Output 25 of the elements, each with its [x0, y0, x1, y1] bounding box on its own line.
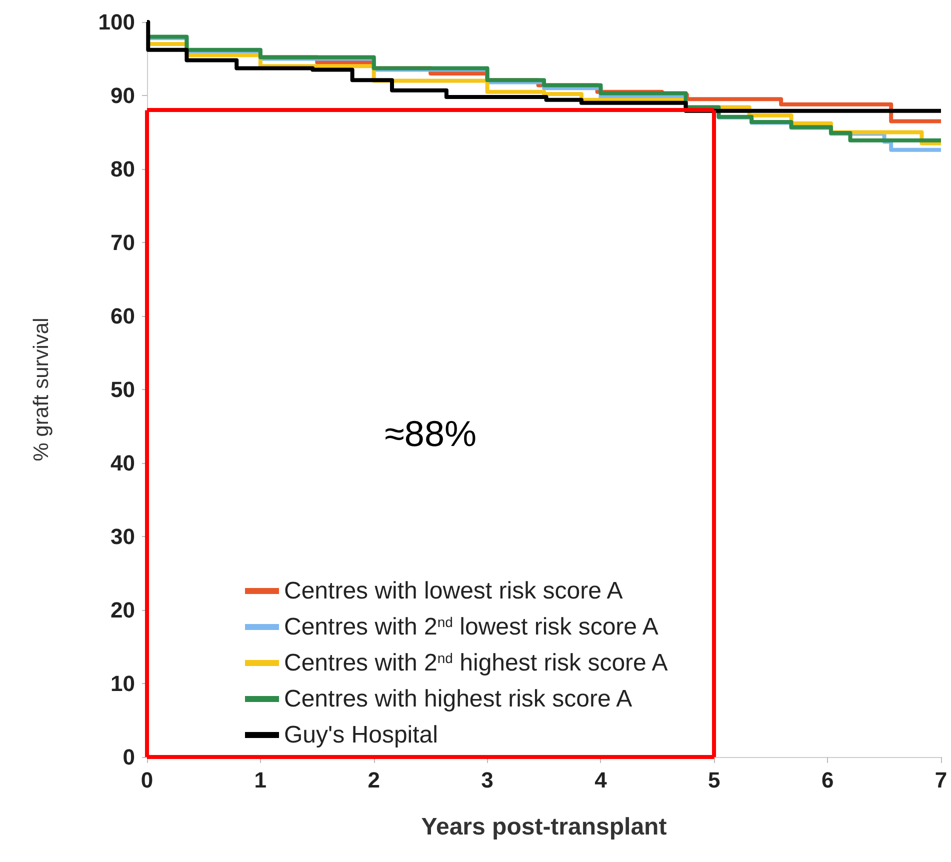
x-tick-label: 2 [368, 768, 380, 792]
x-tick-label: 7 [934, 768, 948, 792]
y-tick-label: 60 [110, 304, 135, 328]
legend-label: Centres with highest risk score A [284, 686, 632, 712]
y-axis-title: % graft survival [30, 318, 53, 462]
x-tick-label: 3 [481, 768, 494, 792]
x-tick-label: 6 [821, 768, 834, 792]
legend-label: Centres with lowest risk score A [284, 578, 623, 604]
y-tick-label: 20 [110, 598, 135, 622]
legend-label: Guy's Hospital [284, 722, 438, 748]
y-tick-label: 0 [122, 744, 135, 770]
y-tick-label: 90 [110, 83, 135, 108]
y-tick-label: 10 [110, 671, 135, 696]
x-tick-label: 1 [254, 768, 267, 792]
x-tick-label: 4 [594, 768, 608, 792]
x-axis-title: Years post-transplant [421, 814, 667, 840]
y-tick-label: 50 [110, 377, 135, 402]
y-tick-label: 40 [110, 450, 135, 476]
y-tick-label: 80 [110, 156, 135, 182]
annotation: ≈88% [384, 413, 476, 454]
y-tick-label: 30 [110, 524, 135, 549]
x-tick-label: 0 [140, 768, 154, 792]
x-tick-label: 5 [708, 768, 720, 792]
y-tick-label: 70 [110, 230, 135, 255]
y-tick-label: 100 [98, 10, 135, 34]
